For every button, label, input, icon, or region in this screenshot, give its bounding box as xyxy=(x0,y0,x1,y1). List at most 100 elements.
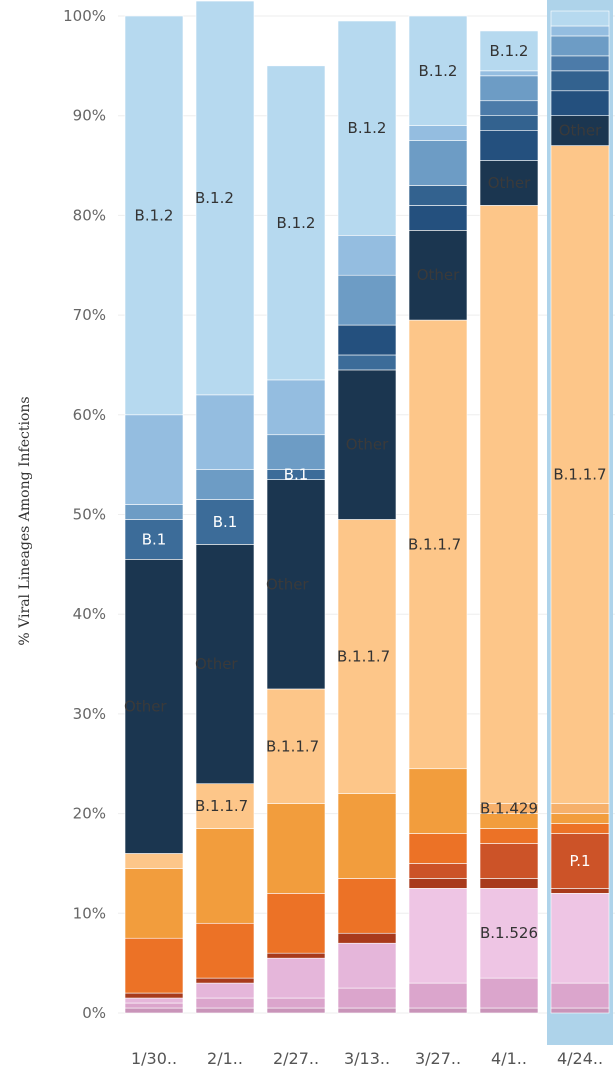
bar-segment xyxy=(124,504,184,520)
bar-segment xyxy=(195,982,255,999)
segment-label: Other xyxy=(417,266,460,284)
bar-segment xyxy=(479,1007,539,1014)
segment-label: B.1.2 xyxy=(419,62,458,80)
bar-segment xyxy=(266,997,326,1009)
bar-segment xyxy=(550,55,610,72)
bar-segment xyxy=(550,803,610,814)
bar-segment xyxy=(408,205,468,231)
bar-segment xyxy=(550,10,610,27)
segment-label: B.1 xyxy=(284,466,309,484)
segment-labels: B.1 Other B.1.2 B.1 Other B.1.2 B.1.1.7 B.1 Othe… xyxy=(124,42,607,942)
bar-segment xyxy=(337,793,397,879)
y-tick-label: 20% xyxy=(73,805,106,823)
bar-segment xyxy=(266,434,326,470)
bar-segment xyxy=(550,35,610,57)
bar-segment xyxy=(550,833,610,889)
segment-label: B.1.2 xyxy=(490,42,529,60)
bar-segment xyxy=(550,982,610,1009)
segment-label: B.1 xyxy=(213,513,238,531)
y-tick-label: 10% xyxy=(73,904,106,922)
bar-segment xyxy=(408,1007,468,1014)
bar-segment xyxy=(479,878,539,889)
bar-segment xyxy=(550,70,610,92)
segment-label: B.1.1.7 xyxy=(408,535,461,553)
bar-segment xyxy=(479,30,539,72)
segment-label: P.1 xyxy=(569,852,590,870)
bar-segment xyxy=(337,369,397,520)
bar-segment xyxy=(408,768,468,834)
bar-segment xyxy=(337,519,397,794)
bar-segment xyxy=(195,828,255,924)
bar-segment xyxy=(337,932,397,944)
bar-segment xyxy=(408,878,468,889)
bar-segment xyxy=(195,922,255,979)
bar-segment xyxy=(195,997,255,1009)
bar-segment xyxy=(479,843,539,879)
bar-segment xyxy=(550,25,610,37)
bar-segment xyxy=(479,888,539,979)
bars xyxy=(124,0,610,1014)
bar-segment xyxy=(337,1007,397,1014)
bar-segment xyxy=(408,833,468,864)
bar-segment xyxy=(195,544,255,784)
bar-segment xyxy=(266,957,326,999)
bar-segment xyxy=(266,893,326,954)
bar-segment xyxy=(124,559,184,854)
bar-segment xyxy=(479,205,539,804)
bar-segment xyxy=(550,145,610,804)
y-tick-label: 90% xyxy=(73,107,106,125)
x-tick-label: 4/1.. xyxy=(491,1049,527,1068)
segment-label: B.1.2 xyxy=(348,119,387,137)
bar-segment xyxy=(195,1007,255,1014)
segment-label: B.1.429 xyxy=(480,800,538,818)
bar-segment xyxy=(479,828,539,844)
y-axis-title: % Viral Lineages Among Infections xyxy=(17,396,33,645)
y-tick-label: 50% xyxy=(73,506,106,524)
bar-segment xyxy=(266,803,326,894)
y-tick-label: 100% xyxy=(63,7,106,25)
segment-label: B.1.1.7 xyxy=(337,648,390,666)
bar-segment xyxy=(195,0,255,396)
bar-segment xyxy=(550,1007,610,1014)
y-tick-label: 40% xyxy=(73,605,106,623)
x-tick-label: 3/27.. xyxy=(415,1049,461,1068)
bar-segment xyxy=(408,125,468,141)
bar-segment xyxy=(550,115,610,146)
segment-label: B.1.1.7 xyxy=(553,466,606,484)
bar-segment xyxy=(124,992,184,999)
bar-segment xyxy=(408,888,468,984)
segment-label: Other xyxy=(488,174,531,192)
bar-segment xyxy=(337,942,397,989)
bar-segment xyxy=(266,379,326,436)
segment-label: B.1.2 xyxy=(195,189,234,207)
bar-segment xyxy=(408,15,468,126)
bar-segment xyxy=(337,354,397,371)
segment-label: B.1.2 xyxy=(135,206,174,224)
x-axis: 1/30.. 2/1.. 2/27.. 3/13.. 3/27.. 4/1.. 4/24.. xyxy=(131,1049,603,1068)
bar-segment xyxy=(550,813,610,824)
bar-segment xyxy=(266,479,326,690)
bar-segment xyxy=(124,937,184,994)
bar-segment xyxy=(124,997,184,1004)
bar-segment xyxy=(124,519,184,560)
bar-segment xyxy=(479,977,539,1009)
y-tick-label: 70% xyxy=(73,306,106,324)
bar-segment xyxy=(550,90,610,117)
bar-segment xyxy=(195,394,255,470)
bar-segment xyxy=(266,952,326,959)
segment-label: B.1.1.7 xyxy=(195,797,248,815)
segment-label: B.1.1.7 xyxy=(266,737,319,755)
bar-segment xyxy=(337,987,397,1009)
x-tick-label: 2/1.. xyxy=(207,1049,243,1068)
segment-label: Other xyxy=(266,575,309,593)
segment-label: Other xyxy=(124,697,167,715)
y-tick-label: 80% xyxy=(73,206,106,224)
bar-segment xyxy=(479,160,539,206)
bar-segment xyxy=(408,319,468,770)
bar-segment xyxy=(124,853,184,869)
bar-segment xyxy=(195,499,255,545)
bar-segment xyxy=(337,274,397,326)
bar-segment xyxy=(337,20,397,236)
bar-segment xyxy=(266,688,326,804)
